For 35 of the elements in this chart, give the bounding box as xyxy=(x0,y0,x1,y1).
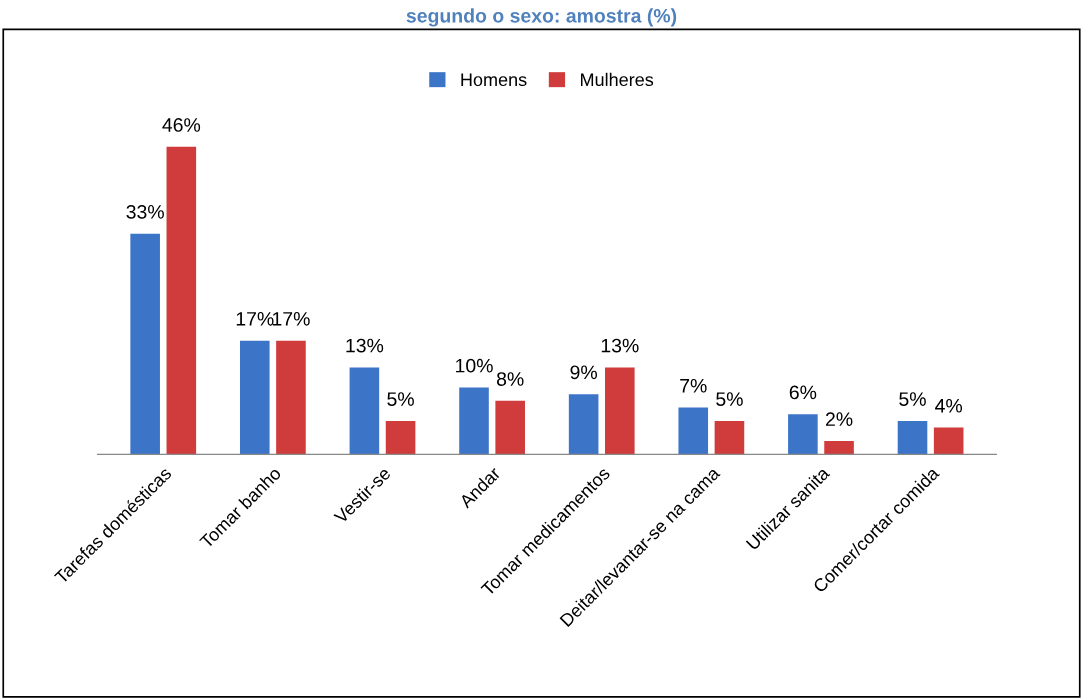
bar xyxy=(788,414,818,455)
data-label: 5% xyxy=(716,392,743,406)
bar xyxy=(605,367,635,455)
bar xyxy=(349,367,380,455)
bar xyxy=(495,400,525,455)
bar xyxy=(276,340,306,455)
data-label: 7% xyxy=(680,378,707,393)
bar xyxy=(130,233,160,455)
data-label: 5% xyxy=(899,392,926,406)
legend-label: Mulheres xyxy=(581,72,654,87)
bar xyxy=(824,440,854,455)
bar xyxy=(459,387,489,455)
data-label: 6% xyxy=(789,385,817,400)
bar xyxy=(714,420,745,455)
data-label: 9% xyxy=(570,365,597,380)
bar xyxy=(385,420,416,455)
data-label: 4% xyxy=(935,398,963,413)
data-label: 2% xyxy=(825,412,853,426)
data-label: 46% xyxy=(162,118,201,132)
data-label: 13% xyxy=(346,338,384,353)
chart-title: segundo o sexo: amostra (%) xyxy=(406,8,677,27)
data-label: 13% xyxy=(601,338,639,353)
data-label: 8% xyxy=(496,372,524,386)
bar xyxy=(166,146,197,455)
data-label: 17% xyxy=(236,312,274,326)
legend-label: Homens xyxy=(461,73,527,87)
bar xyxy=(568,394,599,455)
bar xyxy=(897,420,928,455)
data-label: 10% xyxy=(456,358,493,373)
bar xyxy=(933,427,964,455)
data-label: 33% xyxy=(126,204,164,219)
bar xyxy=(678,407,709,455)
bar xyxy=(239,340,270,455)
data-label: 5% xyxy=(387,392,414,406)
data-label: 17% xyxy=(272,312,310,326)
